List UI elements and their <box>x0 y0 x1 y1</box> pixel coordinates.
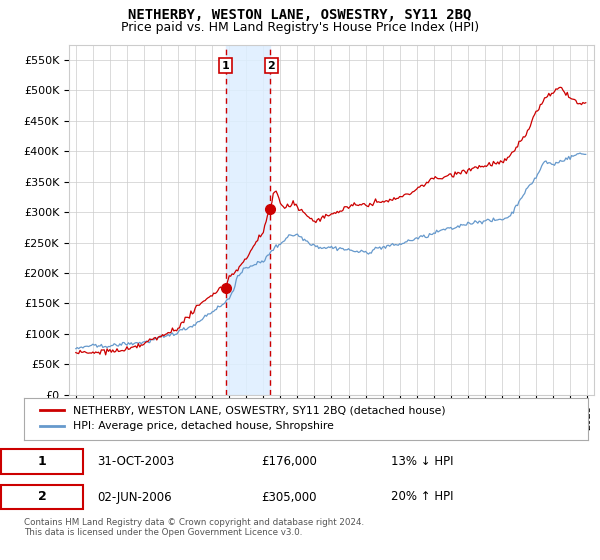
Text: Contains HM Land Registry data © Crown copyright and database right 2024.
This d: Contains HM Land Registry data © Crown c… <box>24 518 364 538</box>
Text: 02-JUN-2006: 02-JUN-2006 <box>97 491 172 503</box>
Text: 2: 2 <box>268 60 275 71</box>
Text: 31-OCT-2003: 31-OCT-2003 <box>97 455 175 468</box>
Legend: NETHERBY, WESTON LANE, OSWESTRY, SY11 2BQ (detached house), HPI: Average price, : NETHERBY, WESTON LANE, OSWESTRY, SY11 2B… <box>35 400 451 437</box>
FancyBboxPatch shape <box>1 484 83 510</box>
Text: 1: 1 <box>221 60 229 71</box>
FancyBboxPatch shape <box>1 449 83 474</box>
Bar <box>226 45 271 395</box>
Text: NETHERBY, WESTON LANE, OSWESTRY, SY11 2BQ: NETHERBY, WESTON LANE, OSWESTRY, SY11 2B… <box>128 8 472 22</box>
Text: 20% ↑ HPI: 20% ↑ HPI <box>391 491 453 503</box>
Text: £305,000: £305,000 <box>261 491 316 503</box>
Text: Price paid vs. HM Land Registry's House Price Index (HPI): Price paid vs. HM Land Registry's House … <box>121 21 479 34</box>
Text: 2: 2 <box>38 491 47 503</box>
Text: 13% ↓ HPI: 13% ↓ HPI <box>391 455 453 468</box>
Text: £176,000: £176,000 <box>261 455 317 468</box>
Text: 1: 1 <box>38 455 47 468</box>
